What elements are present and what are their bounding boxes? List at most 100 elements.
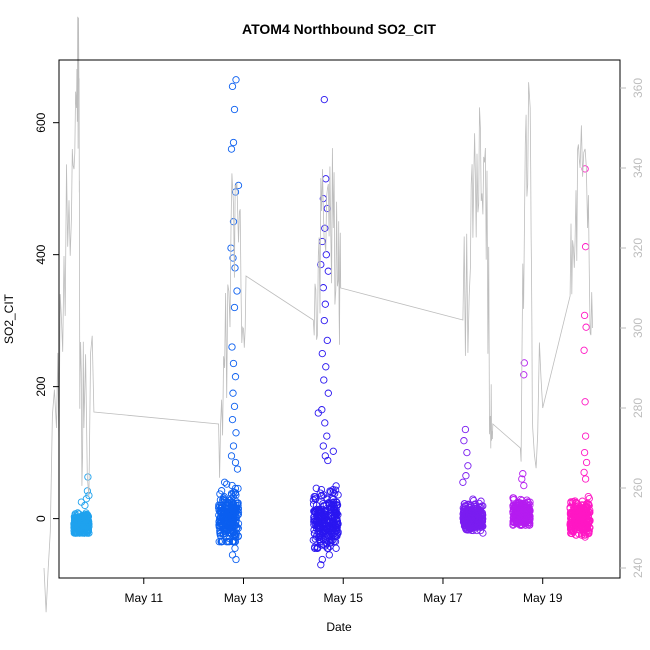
data-point — [328, 494, 336, 503]
data-point — [84, 526, 93, 535]
data-point — [227, 452, 236, 460]
data-point — [228, 415, 237, 424]
data-point — [316, 537, 324, 546]
data-point — [71, 526, 79, 535]
data-point — [311, 509, 320, 517]
data-point — [584, 492, 592, 501]
y2-tick-label: 340 — [631, 158, 645, 178]
data-point — [583, 500, 591, 508]
data-point — [231, 458, 240, 467]
data-point — [571, 502, 579, 510]
data-point — [319, 442, 327, 450]
data-point — [312, 522, 321, 530]
data-point — [219, 517, 228, 525]
data-point — [580, 346, 588, 354]
y-tick-label: 0 — [34, 515, 48, 522]
y2-tick-label: 360 — [631, 78, 645, 98]
data-point — [520, 371, 528, 379]
data-point — [479, 529, 487, 537]
data-point — [228, 514, 237, 522]
data-point — [72, 518, 80, 526]
data-point — [467, 501, 475, 510]
data-point — [229, 359, 238, 368]
data-point — [580, 448, 589, 457]
data-point — [525, 516, 534, 524]
data-point — [218, 501, 226, 509]
data-point — [231, 544, 239, 552]
data-point — [317, 260, 325, 269]
data-point — [230, 105, 239, 114]
data-point — [332, 527, 340, 535]
right-axis-series-line — [43, 16, 593, 613]
data-point — [324, 389, 332, 397]
data-point — [566, 521, 575, 530]
data-point — [467, 515, 475, 523]
data-point — [230, 303, 239, 312]
data-point — [334, 491, 342, 499]
data-point — [579, 527, 587, 535]
data-point — [234, 524, 242, 532]
y2-tick-label: 300 — [631, 318, 645, 338]
y2-tick-label: 240 — [631, 558, 645, 578]
data-point — [471, 500, 479, 508]
data-point — [232, 429, 240, 437]
data-point — [516, 518, 524, 526]
x-tick-label: May 11 — [125, 591, 164, 605]
data-point — [221, 525, 229, 533]
data-point — [226, 496, 234, 504]
data-point — [228, 551, 237, 559]
data-point — [216, 508, 225, 516]
data-point — [331, 538, 340, 546]
data-point — [81, 501, 89, 510]
data-point — [478, 509, 487, 517]
data-point — [332, 514, 341, 523]
data-point — [318, 349, 326, 358]
data-point — [566, 510, 575, 518]
data-point — [231, 264, 239, 272]
data-point — [515, 498, 523, 507]
data-point — [476, 522, 484, 530]
data-point — [231, 501, 240, 509]
data-point — [519, 470, 527, 478]
data-point — [323, 336, 331, 345]
data-point — [228, 343, 236, 351]
data-point — [312, 506, 320, 514]
data-point — [476, 513, 484, 521]
data-point — [523, 496, 531, 504]
data-point — [309, 500, 318, 508]
y2-tick-label: 320 — [631, 238, 645, 258]
data-point — [220, 478, 229, 486]
data-point — [229, 389, 237, 397]
data-point — [229, 254, 237, 262]
data-point — [227, 145, 236, 153]
data-point — [312, 484, 320, 492]
data-point — [215, 538, 223, 546]
y-axis-label: SO2_CIT — [2, 293, 16, 344]
data-point — [326, 505, 335, 513]
data-point — [474, 521, 483, 529]
data-point — [231, 373, 240, 381]
data-point — [324, 456, 332, 465]
data-point — [522, 511, 530, 519]
series-4 — [459, 425, 487, 537]
data-point — [324, 267, 332, 275]
data-point — [217, 487, 226, 495]
x-tick-label: May 19 — [523, 591, 563, 605]
data-point — [320, 509, 328, 518]
chart-title: ATOM4 Northbound SO2_CIT — [242, 21, 436, 37]
data-point — [314, 409, 322, 417]
data-point — [231, 489, 240, 497]
data-point — [463, 448, 471, 457]
x-tick-label: May 15 — [324, 591, 364, 605]
data-point — [459, 510, 467, 518]
data-point — [520, 481, 528, 490]
data-point — [229, 138, 238, 147]
data-point — [333, 509, 341, 518]
data-point — [321, 224, 329, 232]
data-point — [220, 530, 228, 538]
data-point — [225, 538, 233, 546]
data-point — [320, 376, 328, 384]
data-point — [324, 516, 332, 524]
data-point — [520, 359, 528, 367]
data-point — [464, 462, 472, 470]
